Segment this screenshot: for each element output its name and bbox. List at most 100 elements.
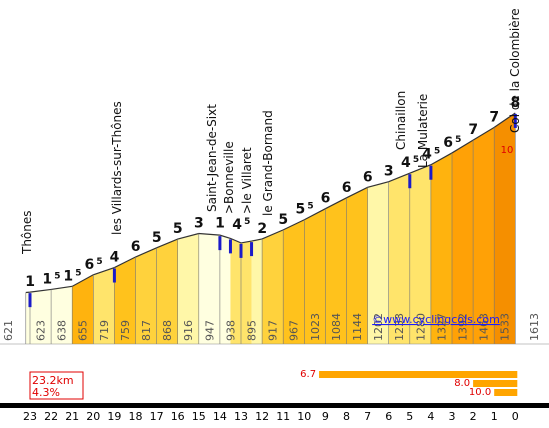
grade-label: 6 (321, 191, 331, 207)
profile-segment (367, 181, 389, 344)
watermark-text: ©www.cyclingcols.com (372, 313, 500, 326)
elevation-label: 1463 (478, 313, 491, 341)
elevation-label: 947 (203, 320, 216, 341)
profile-segment (230, 238, 241, 344)
grade-label-superscript: 5 (54, 271, 60, 281)
elevation-label: 895 (246, 320, 259, 341)
place-name: >le Villaret (240, 147, 254, 214)
elevation-label: 1233 (393, 313, 406, 341)
x-tick-label: 15 (192, 410, 206, 423)
profile-segment (241, 241, 252, 344)
elevation-label: 719 (98, 320, 111, 341)
elevation-label: 1202 (372, 313, 385, 341)
x-tick-label: 14 (213, 410, 227, 423)
grade-label: 7 (489, 109, 499, 125)
x-tick-label: 19 (107, 410, 121, 423)
elevation-label: 638 (56, 320, 69, 341)
grade-label-superscript: 5 (96, 257, 102, 267)
place-name: Thônes (20, 210, 34, 255)
x-tick-label: 22 (44, 410, 58, 423)
elevation-label: 916 (182, 320, 195, 341)
elevation-label: 1144 (351, 313, 364, 341)
x-tick-label: 17 (150, 410, 164, 423)
steepest-segment-label: 6.7 (300, 369, 316, 380)
place-marker (250, 242, 254, 257)
place-name: Chinaillon (394, 91, 408, 150)
place-name: >Bonneville (222, 141, 236, 214)
place-marker (408, 174, 412, 189)
elevation-label: 1023 (309, 313, 322, 341)
grade-label: 1 (63, 268, 73, 284)
grade-label: 7 (468, 122, 478, 138)
grade-label: 5 (173, 221, 183, 237)
profile-segment (409, 164, 431, 344)
elevation-label: 655 (77, 320, 90, 341)
x-tick-label: 4 (427, 410, 434, 423)
grade-label: 4 (401, 155, 411, 171)
place-marker (429, 165, 433, 180)
grade-label: 6 (342, 180, 352, 196)
x-tick-label: 23 (23, 410, 37, 423)
place-marker (28, 293, 32, 308)
x-tick-label: 16 (171, 410, 185, 423)
profile-segment (430, 152, 452, 344)
x-tick-label: 13 (234, 410, 248, 423)
grade-label: 6 (443, 135, 453, 151)
elevation-label: 868 (161, 320, 174, 341)
profile-segment (304, 208, 326, 344)
grade-label: 5 (278, 212, 288, 228)
axis-bar (0, 403, 549, 408)
x-tick-label: 20 (86, 410, 100, 423)
place-name: les Villards-sur-Thônes (110, 101, 124, 235)
profile-segment (262, 229, 284, 344)
x-tick-label: 7 (364, 410, 371, 423)
distance-label: 23.2km (32, 374, 74, 387)
profile-segment (51, 286, 73, 344)
x-tick-label: 18 (129, 410, 143, 423)
elevation-label: 1533 (499, 313, 512, 341)
profile-segment (135, 247, 157, 344)
place-marker (218, 236, 222, 251)
profile-segment (346, 187, 368, 344)
x-tick-label: 5 (406, 410, 413, 423)
profile-segment (473, 127, 495, 344)
place-marker (513, 113, 517, 128)
elevation-label: 623 (35, 320, 48, 341)
place-name: le Grand-Bornand (261, 110, 275, 216)
grade-label: 4 (232, 217, 242, 233)
elevation-label: 967 (288, 320, 301, 341)
x-tick-label: 21 (65, 410, 79, 423)
profile-segment (93, 267, 115, 344)
place-marker (228, 239, 232, 254)
x-tick-label: 3 (449, 410, 456, 423)
grade-label-superscript: 5 (244, 217, 250, 227)
place-name: Saint-Jean-de-Sixt (205, 104, 219, 212)
grade-label: 8 (511, 95, 521, 111)
grade-label: 3 (384, 164, 394, 180)
grade-label: 4 (110, 250, 120, 266)
profile-line (25, 112, 516, 294)
profile-segment (283, 219, 305, 344)
grade-label: 5 (152, 230, 162, 246)
grade-label: 6 (85, 257, 95, 273)
grade-label: 1 (25, 274, 35, 290)
summary-box (29, 371, 84, 400)
elevation-label: 938 (224, 320, 237, 341)
profile-segment (494, 112, 516, 344)
avg-grade-label: 4.3% (32, 386, 60, 399)
profile-segment (452, 140, 474, 344)
elevation-label: 1327 (435, 313, 448, 341)
profile-segment (219, 235, 231, 344)
steepest-segment-bar (494, 389, 518, 396)
elevation-label: 759 (119, 320, 132, 341)
grade-label: 6 (131, 239, 141, 255)
place-marker (239, 243, 243, 258)
steepest-segment-label: 10.0 (469, 387, 491, 398)
profile-segment (177, 233, 199, 344)
x-tick-label: 2 (470, 410, 477, 423)
elevation-label: 817 (140, 320, 153, 341)
elevation-label: 1392 (457, 313, 470, 341)
grade-label-superscript: 5 (434, 147, 440, 157)
grade-label-superscript: 5 (75, 268, 81, 278)
steepest-segment-bar (319, 371, 518, 378)
